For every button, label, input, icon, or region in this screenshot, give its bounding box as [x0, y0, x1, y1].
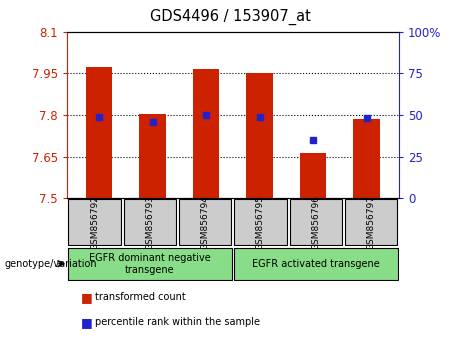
Bar: [290, 199, 342, 245]
Bar: [86, 67, 112, 198]
Text: ■: ■: [81, 316, 92, 329]
Bar: [345, 199, 397, 245]
Text: EGFR activated transgene: EGFR activated transgene: [252, 259, 380, 269]
Bar: [139, 114, 166, 198]
Text: GSM856794: GSM856794: [201, 195, 210, 250]
Bar: [124, 199, 176, 245]
Text: GSM856792: GSM856792: [90, 195, 99, 250]
Bar: [68, 248, 232, 280]
Bar: [179, 199, 231, 245]
Text: EGFR dominant negative
transgene: EGFR dominant negative transgene: [89, 253, 211, 275]
Bar: [193, 69, 219, 198]
Bar: [353, 119, 380, 198]
Text: GSM856797: GSM856797: [366, 195, 376, 250]
Text: genotype/variation: genotype/variation: [5, 259, 97, 269]
Text: GSM856793: GSM856793: [145, 195, 154, 250]
Text: GSM856796: GSM856796: [311, 195, 320, 250]
Text: transformed count: transformed count: [95, 292, 185, 302]
Text: ■: ■: [81, 291, 92, 304]
Bar: [68, 199, 121, 245]
Bar: [234, 248, 398, 280]
Text: GSM856795: GSM856795: [256, 195, 265, 250]
Text: percentile rank within the sample: percentile rank within the sample: [95, 317, 260, 327]
Bar: [300, 153, 326, 198]
Bar: [246, 73, 273, 198]
Text: GDS4496 / 153907_at: GDS4496 / 153907_at: [150, 9, 311, 25]
Bar: [234, 199, 287, 245]
